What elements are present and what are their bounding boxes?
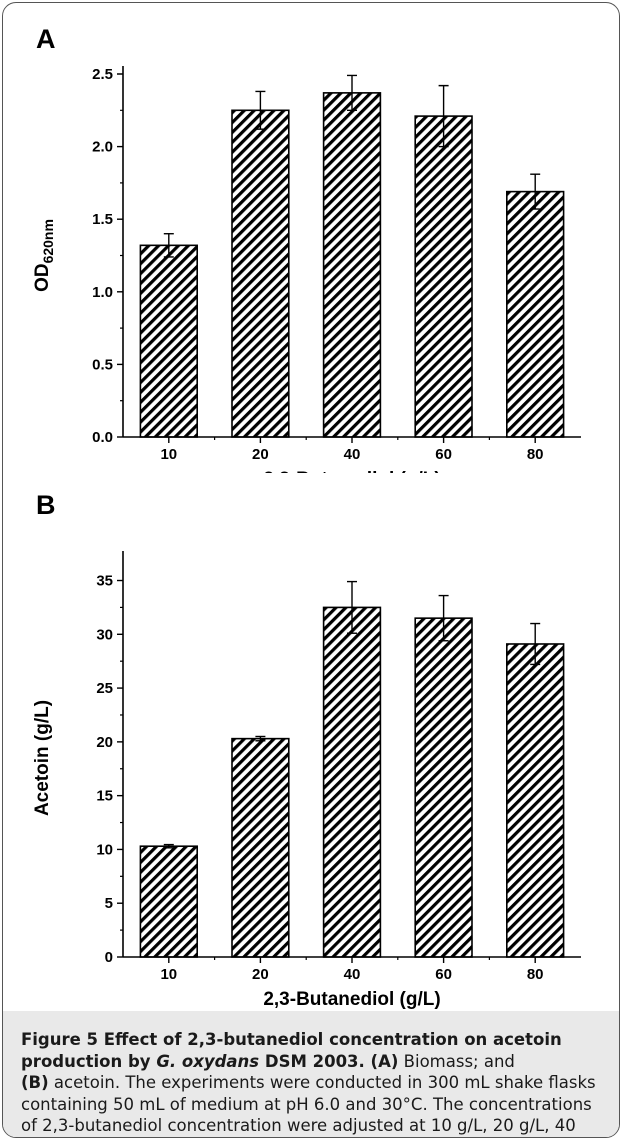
x-tick-label-40: 40 bbox=[344, 966, 361, 983]
panel-label-a: A bbox=[36, 24, 56, 54]
chart-b: 10 20 40 60 80 0 5 10 15 20 25 30 35 2,3-Butanediol (… bbox=[32, 551, 581, 1010]
bar-10 bbox=[139, 244, 198, 438]
x-tick-label-80: 80 bbox=[527, 446, 544, 463]
x-tick-label-20: 20 bbox=[252, 966, 269, 983]
x-tick-label-60: 60 bbox=[435, 446, 452, 463]
y-tick-label-30: 30 bbox=[96, 626, 113, 643]
caption-organism: G. oxydans bbox=[156, 1051, 260, 1071]
bar-40 bbox=[322, 606, 382, 958]
y-tick-label-10: 10 bbox=[96, 841, 113, 858]
bar-20 bbox=[231, 109, 290, 438]
bar-60 bbox=[414, 115, 473, 438]
caption-part-b-label: (B) bbox=[21, 1073, 49, 1092]
bar-80 bbox=[506, 190, 565, 438]
x-axis-label: 2,3-Butanediol (g/L) bbox=[263, 469, 440, 473]
bar-60 bbox=[414, 617, 473, 958]
bar-10 bbox=[139, 845, 198, 958]
y-tick-label-2.5: 2.5 bbox=[92, 66, 113, 83]
chart-a: 10 20 40 60 80 0.0 0.5 1.0 1.5 2.0 2.5 2,3-Butanedi… bbox=[32, 66, 581, 473]
caption-part-a-label: (A) bbox=[364, 1051, 399, 1071]
x-tick-label-60: 60 bbox=[435, 966, 452, 983]
y-tick-label-20: 20 bbox=[96, 734, 113, 751]
panel-label-b: B bbox=[36, 490, 56, 520]
x-tick-label-10: 10 bbox=[160, 966, 177, 983]
y-tick-label-1.5: 1.5 bbox=[92, 211, 113, 228]
caption-part-b-text: acetoin. The experiments were conducted … bbox=[21, 1073, 596, 1135]
y-tick-label-1.0: 1.0 bbox=[92, 284, 113, 301]
y-tick-label-0.5: 0.5 bbox=[92, 356, 113, 373]
y-tick-label-0: 0 bbox=[105, 949, 113, 966]
y-tick-label-15: 15 bbox=[96, 788, 113, 805]
x-axis-label: 2,3-Butanediol (g/L) bbox=[263, 989, 440, 1010]
y-tick-label-35: 35 bbox=[96, 573, 113, 590]
y-tick-label-2.0: 2.0 bbox=[92, 139, 113, 156]
x-tick-label-20: 20 bbox=[252, 446, 269, 463]
x-tick-label-10: 10 bbox=[160, 446, 177, 463]
caption-title: Figure 5 Effect of 2,3-butanediol concen… bbox=[21, 1030, 562, 1071]
figure-caption: Figure 5 Effect of 2,3-butanediol concen… bbox=[21, 1029, 611, 1137]
y-tick-label-0.0: 0.0 bbox=[92, 429, 113, 446]
x-tick-label-40: 40 bbox=[344, 446, 361, 463]
y-tick-label-25: 25 bbox=[96, 680, 113, 697]
caption-strain: DSM 2003. bbox=[259, 1051, 365, 1071]
bar-80 bbox=[506, 643, 565, 958]
x-tick-label-80: 80 bbox=[527, 966, 544, 983]
caption-part-a-text: Biomass; and bbox=[398, 1051, 515, 1071]
y-axis-label: Acetoin (g/L) bbox=[32, 700, 53, 816]
y-axis-label: OD620nm bbox=[32, 219, 56, 292]
y-tick-label-5: 5 bbox=[105, 895, 113, 912]
bar-40 bbox=[322, 92, 382, 438]
caption-box: Figure 5 Effect of 2,3-butanediol concen… bbox=[3, 1011, 619, 1137]
bar-20 bbox=[231, 737, 290, 958]
